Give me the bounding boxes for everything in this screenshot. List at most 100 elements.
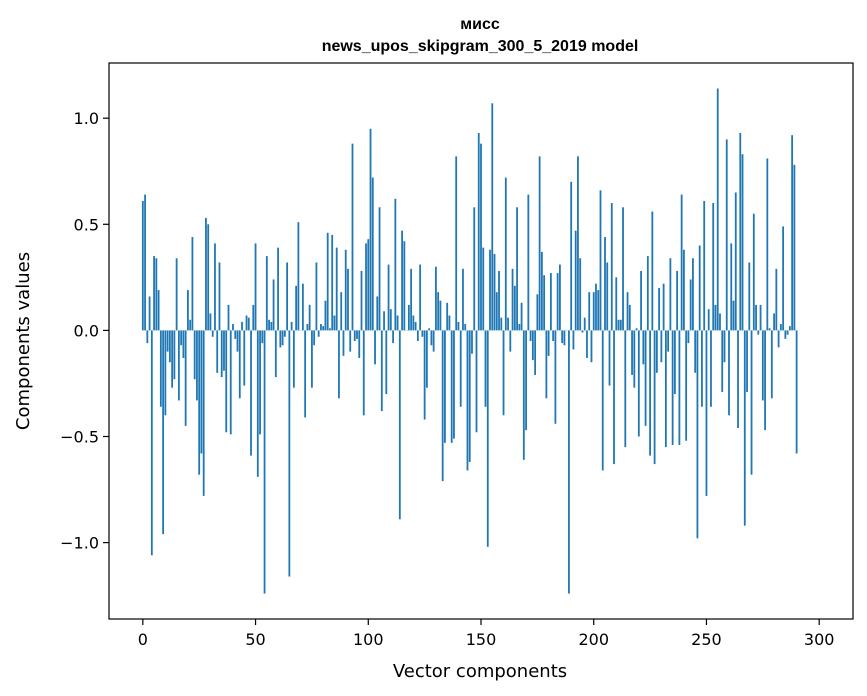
bar [766,158,769,331]
bars-group [141,88,798,594]
bar [529,330,532,341]
bar [153,256,155,331]
bar [410,268,413,331]
bar [376,296,379,331]
bar [392,330,394,344]
bar [308,304,311,331]
bar [254,243,257,331]
bar [453,330,455,439]
bar [263,330,266,594]
bar [412,315,415,331]
bar [182,330,185,358]
bar [166,330,169,352]
bar [525,330,527,431]
x-tick-label: 0 [138,630,148,649]
bar [200,330,203,454]
bar [385,330,388,395]
bar [759,304,762,331]
x-tick-label: 300 [804,630,835,649]
bar [615,277,618,331]
bar [626,292,629,331]
bar [342,330,345,356]
bar [432,330,435,352]
bar [473,207,476,331]
bar [198,330,201,475]
bar [642,330,645,365]
bar [653,330,656,465]
bar [238,330,241,399]
bar [563,330,566,346]
bar [509,330,512,352]
y-axis-label: Components values [13,252,34,430]
bar [486,330,489,547]
bar [619,319,622,331]
bar [150,330,153,556]
bar [396,315,399,331]
bar [725,139,728,331]
bar [367,239,370,331]
bar [540,251,543,331]
bar [739,133,742,331]
bar [698,245,701,331]
bar [162,330,165,535]
bar [730,243,733,331]
bar [491,103,494,331]
bar [311,330,313,388]
bar [520,302,523,331]
bar [493,253,496,331]
y-tick-label: 0.0 [74,321,99,340]
bar [205,217,207,331]
bar [407,304,410,331]
bar [788,326,791,331]
bar [502,330,505,416]
bar [617,319,620,331]
bar [265,256,268,331]
bar [692,258,694,331]
bar [516,207,518,331]
bar [387,264,390,331]
bar [313,330,316,346]
bar [570,181,573,331]
bar [791,135,794,331]
bar [680,194,683,331]
bar [279,330,282,348]
bar [191,237,194,331]
bar [655,330,658,373]
bar [202,330,205,496]
bar [360,270,363,331]
bar [559,264,561,331]
bar [371,177,374,331]
bar [306,324,309,331]
bar [676,270,679,331]
bar [595,283,597,331]
bar [750,330,753,475]
bar [362,330,365,416]
bar [604,237,606,331]
bar [141,200,144,331]
x-axis: 0 50 100 150 200 250 300 [138,619,835,649]
bar [635,328,638,331]
bar [707,309,710,331]
bar [779,324,782,331]
bar [640,270,642,331]
bar [701,330,703,407]
bar [439,300,442,331]
x-tick-label: 250 [691,630,722,649]
bar [394,198,397,331]
bar [536,294,539,331]
bar [227,304,230,331]
bar [471,330,473,354]
bar [588,292,591,331]
bar [723,330,726,363]
bar [250,330,252,456]
bar [793,164,796,331]
bar [148,296,151,331]
bar [457,321,460,331]
bar [304,330,307,418]
bar [437,292,440,331]
bar [710,330,712,407]
bar [229,330,232,435]
bar [683,249,685,331]
bar [637,330,640,437]
bar [168,330,171,363]
